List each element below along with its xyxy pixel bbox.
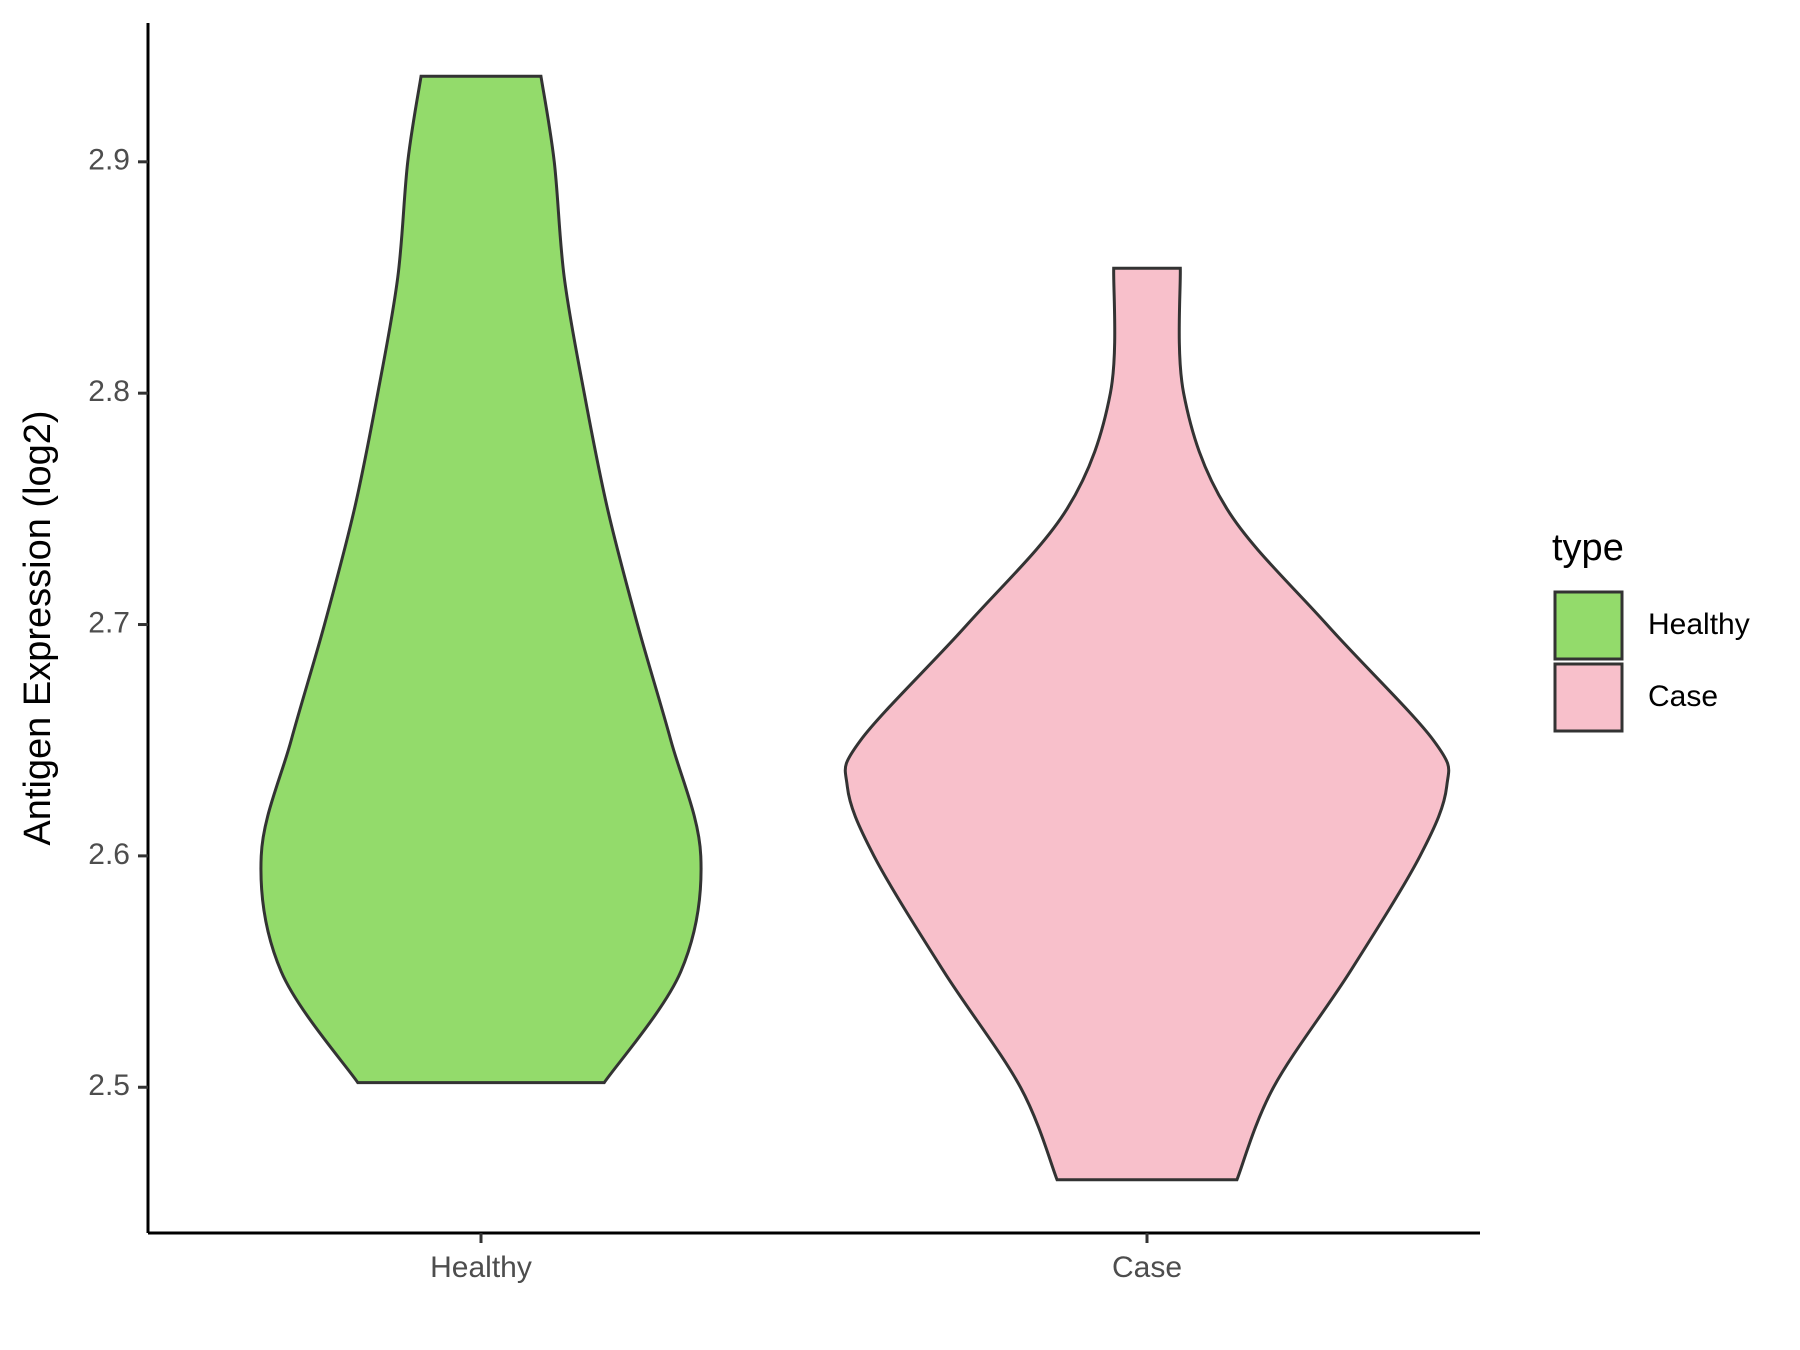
x-tick-label: Case <box>1112 1251 1182 1284</box>
legend-label: Healthy <box>1648 608 1750 641</box>
y-tick-label: 2.5 <box>88 1069 130 1102</box>
legend-title: type <box>1552 527 1624 569</box>
y-tick-label: 2.8 <box>88 375 130 408</box>
y-tick-label: 2.9 <box>88 144 130 177</box>
y-tick-label: 2.7 <box>88 606 130 639</box>
y-axis-label: Antigen Expression (log2) <box>17 410 59 845</box>
violin <box>843 266 1451 1182</box>
y-tick-label: 2.6 <box>88 838 130 871</box>
violin <box>259 74 703 1085</box>
x-tick-label: Healthy <box>430 1251 532 1284</box>
legend-key <box>1553 590 1624 661</box>
legend-key <box>1553 662 1624 733</box>
legend-label: Case <box>1648 680 1718 713</box>
